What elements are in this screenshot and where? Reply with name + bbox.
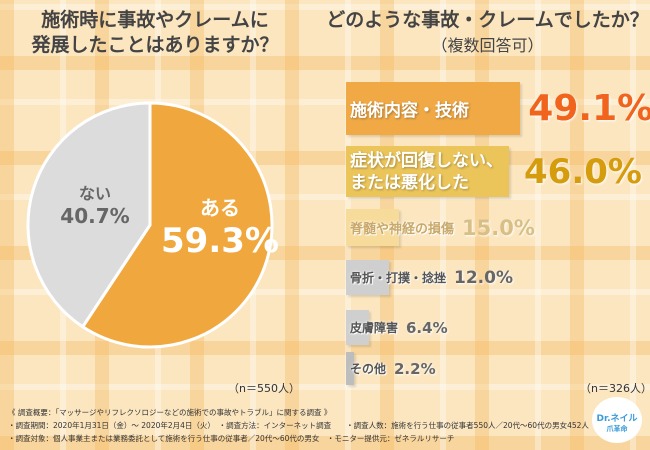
- left-title-line1: 施術時に事故やクレームに: [41, 9, 269, 31]
- right-title-line2: （複数回答可）: [431, 36, 544, 55]
- bar: [346, 260, 389, 295]
- brand-logo: Dr.ネイル 爪革命: [592, 397, 642, 443]
- bar-value: 49.1%: [528, 88, 650, 129]
- footer-line1: 《 調査概要：「マッサージやリフレクソロジーなどの施術での事故やトラブル」に関す…: [8, 408, 332, 417]
- bar: [346, 310, 369, 345]
- logo-sub: 爪革命: [606, 425, 628, 433]
- survey-method: ・調査方法：インターネット調査: [218, 421, 332, 430]
- bar-row: 施術内容・技術 49.1%: [346, 82, 650, 135]
- bar-value: 2.2%: [394, 359, 436, 378]
- slice-name: ある: [200, 196, 240, 220]
- slice-value: 40.7%: [60, 204, 130, 228]
- bar-row: 症状が回復しない、または悪化した 46.0%: [346, 146, 642, 197]
- survey-count: ・調査人数：施術を行う仕事の従事者550人／20代～60代の男女452人: [346, 421, 589, 430]
- right-title-line1: どのような事故・クレームでしたか？: [326, 9, 649, 31]
- slice-name: ない: [78, 184, 111, 203]
- bar-label: 骨折・打撲・捻挫: [350, 271, 447, 285]
- bar: [346, 82, 521, 135]
- bar-row: 骨折・打撲・捻挫 12.0%: [346, 260, 513, 295]
- left-title-line2: 発展したことはありますか？: [31, 34, 279, 56]
- bar-label: 施術内容・技術: [350, 101, 469, 121]
- right-n-label: （n＝326人）: [580, 382, 650, 395]
- slice-label-nai: ない 40.7%: [60, 180, 130, 228]
- bar-label: 脊髄や神経の損傷: [350, 222, 455, 237]
- bar-label: 症状が回復しない、または悪化した: [350, 150, 503, 193]
- bar-value: 12.0%: [454, 267, 513, 288]
- pie-slice-0: [80, 101, 274, 349]
- bar-row: 脊髄や神経の損傷 15.0%: [346, 209, 535, 246]
- slice-value: 59.3%: [161, 221, 279, 261]
- bar-value: 15.0%: [462, 215, 535, 240]
- pie-chart: [26, 101, 274, 349]
- bar-value: 6.4%: [406, 318, 448, 337]
- survey-footer: 《 調査概要：「マッサージやリフレクソロジーなどの施術での事故やトラブル」に関す…: [8, 406, 589, 445]
- left-n-label: （n＝550人）: [228, 382, 300, 395]
- right-title: どのような事故・クレームでしたか？ （複数回答可）: [325, 8, 650, 58]
- bar-label: その他: [350, 362, 387, 376]
- survey-period: ・調査期間：2020年1月31日（金）～ 2020年2月4日（火）: [8, 421, 212, 430]
- bar: [346, 352, 354, 385]
- bar-value: 46.0%: [524, 151, 642, 192]
- bar-label: 皮膚障害: [350, 321, 399, 335]
- bar: [346, 209, 400, 246]
- logo-text: Dr.ネイル: [596, 414, 638, 424]
- bar-row: その他 2.2%: [346, 352, 436, 385]
- bar-row: 皮膚障害 6.4%: [346, 310, 448, 345]
- left-title: 施術時に事故やクレームに 発展したことはありますか？: [0, 8, 310, 58]
- slice-label-aru: ある 59.3%: [160, 192, 280, 261]
- pie-slice-1: [26, 101, 152, 329]
- survey-target: ・調査対象：個人事業主または業務委託として施術を行う仕事の従事者／20代～60代…: [8, 434, 320, 443]
- survey-provider: ・モニター提供元：ゼネラルリサーチ: [326, 434, 455, 443]
- bar: [346, 146, 510, 197]
